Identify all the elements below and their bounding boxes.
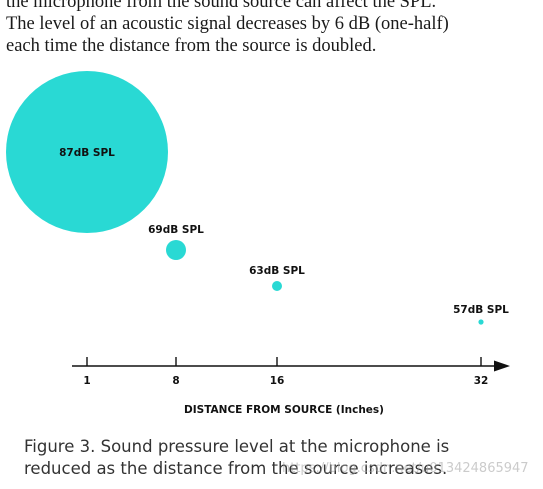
spl-circle-1 xyxy=(6,71,168,233)
intro-line-3: each time the distance from the source i… xyxy=(6,36,377,56)
spl-label-32: 57dB SPL xyxy=(453,304,509,316)
tick-label-32: 32 xyxy=(474,375,489,387)
spl-label-1: 87dB SPL xyxy=(59,147,115,159)
intro-line-2: The level of an acoustic signal decrease… xyxy=(6,14,449,34)
spl-circle-16 xyxy=(272,281,282,291)
figure-caption: Figure 3. Sound pressure level at the mi… xyxy=(24,436,524,480)
tick-label-1: 1 xyxy=(83,375,90,387)
intro-paragraph: the microphone from the sound source can… xyxy=(6,0,536,57)
caption-line-2: reduced as the distance from the source … xyxy=(24,459,448,478)
axis-arrow-icon xyxy=(494,360,510,372)
spl-label-8: 69dB SPL xyxy=(148,224,204,236)
intro-line-1: the microphone from the sound source can… xyxy=(6,0,437,12)
axis-title: DISTANCE FROM SOURCE (Inches) xyxy=(184,404,384,416)
spl-label-16: 63dB SPL xyxy=(249,265,305,277)
tick-label-8: 8 xyxy=(172,375,179,387)
tick-label-16: 16 xyxy=(270,375,285,387)
spl-circle-8 xyxy=(166,240,186,260)
spl-circle-32 xyxy=(478,319,484,325)
caption-line-1: Figure 3. Sound pressure level at the mi… xyxy=(24,437,450,456)
watermark: https://blog.csdn.net/u013424865947 xyxy=(282,461,529,476)
